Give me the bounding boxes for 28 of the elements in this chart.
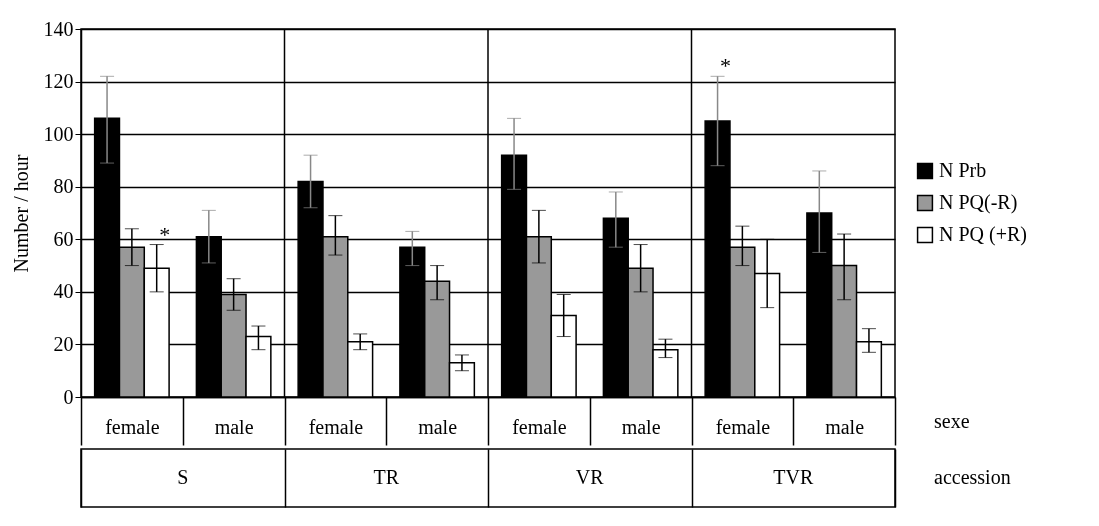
y-tick-label: 0 <box>63 385 74 408</box>
x-tick-label: male <box>214 415 254 438</box>
text: TR <box>373 466 400 488</box>
x-tick-label: female <box>308 415 364 438</box>
text: S <box>177 466 189 488</box>
x-tick-label: female <box>105 415 160 438</box>
y-tick-label: 100 <box>43 122 74 145</box>
x-tick-label: female <box>715 415 771 438</box>
y-tick-label: 60 <box>53 227 74 250</box>
y-tick-label: 20 <box>53 332 74 355</box>
text: accession <box>934 466 1011 489</box>
x-tick-label: male <box>621 415 661 438</box>
y-tick-label: 80 <box>53 175 74 198</box>
text: TVR <box>773 466 814 488</box>
data-label: * <box>720 53 732 79</box>
x-tick-label: male <box>418 415 458 438</box>
y-tick-label: 120 <box>43 70 74 93</box>
y-tick-label: 40 <box>53 280 74 303</box>
x-tick-label: male <box>825 415 865 438</box>
text: VR <box>575 466 605 488</box>
text: sexe <box>934 410 970 433</box>
legend-label: N Prb <box>939 159 987 181</box>
y-axis-title: Number / hour <box>9 154 32 273</box>
legend-label: N PQ (+R) <box>939 223 1027 246</box>
y-tick-label: 140 <box>43 17 74 40</box>
data-label: * <box>159 221 171 247</box>
legend-label: N PQ(-R) <box>939 191 1018 214</box>
x-tick-label: female <box>512 415 567 438</box>
